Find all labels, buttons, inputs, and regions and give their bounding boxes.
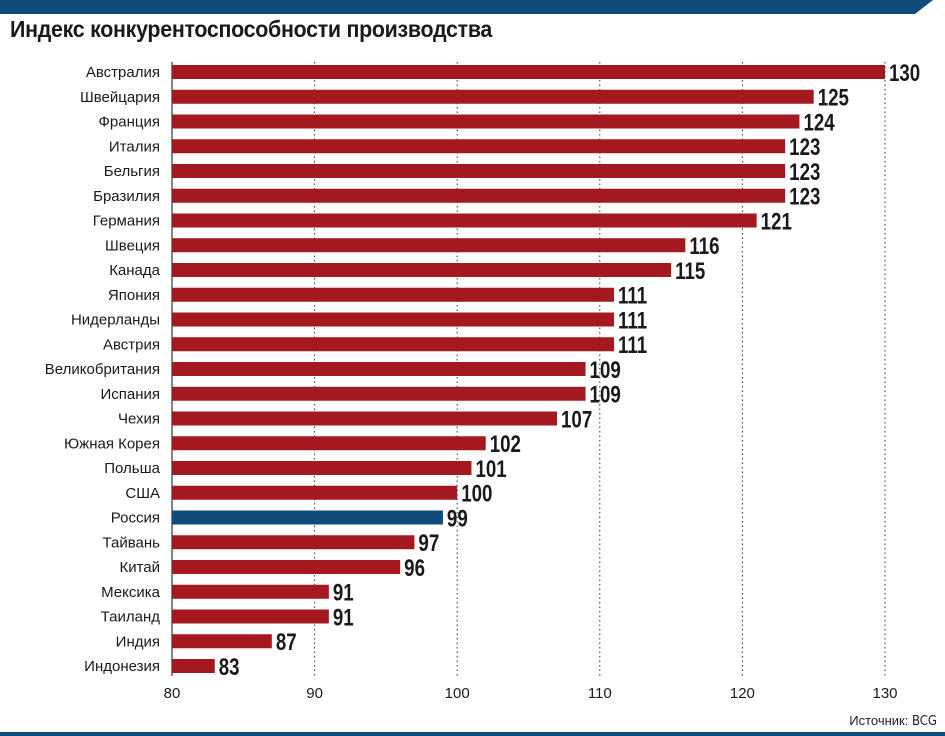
value-label: 123 [789, 184, 820, 211]
bar [172, 287, 615, 302]
bar [172, 609, 329, 624]
category-labels: Австралия Швейцария Франция Италия Бельгия Бр… [45, 64, 161, 675]
value-label: 123 [789, 159, 820, 186]
value-label: 109 [590, 357, 621, 384]
value-label: 102 [490, 431, 521, 458]
category-label: Индия [116, 633, 160, 650]
category-label: Великобритания [45, 361, 160, 378]
value-label: 96 [404, 555, 425, 582]
category-label: Чехия [118, 411, 160, 428]
value-label: 100 [461, 481, 492, 508]
category-label: Швейцария [80, 89, 160, 106]
value-label: 99 [447, 505, 468, 532]
category-label: Индонезия [84, 658, 160, 675]
category-label: Испания [100, 386, 160, 403]
category-label: Швеция [105, 237, 160, 254]
bar [172, 510, 443, 525]
bar [172, 312, 615, 327]
bar [172, 584, 329, 599]
value-label: 130 [889, 60, 920, 87]
value-label: 115 [675, 258, 705, 285]
source-label: Источник: [849, 713, 909, 728]
category-label: США [125, 485, 160, 502]
bar [172, 164, 786, 178]
bar [172, 436, 486, 451]
x-tick-label: 130 [872, 685, 897, 702]
x-tick-label: 90 [306, 685, 323, 702]
chart-title: Индекс конкурентоспособности производств… [10, 16, 493, 42]
x-tick-label: 80 [164, 685, 181, 702]
source-note: Источник: BCG [849, 713, 937, 729]
bar [172, 89, 814, 104]
bar [172, 263, 672, 277]
category-label: Россия [111, 510, 160, 527]
value-label: 111 [618, 307, 647, 334]
bar [172, 485, 458, 500]
category-label: Южная Корея [64, 435, 160, 452]
category-label: Германия [93, 213, 160, 230]
source-value: BCG [911, 714, 937, 729]
x-axis-ticks: 80 90 100 110 120 130 [164, 685, 898, 702]
value-label: 111 [618, 332, 647, 359]
bar [172, 238, 686, 253]
bar [172, 411, 558, 426]
category-label: Бразилия [93, 188, 160, 205]
value-label: 111 [618, 283, 647, 310]
value-label: 101 [475, 456, 506, 483]
x-tick-label: 110 [588, 685, 612, 702]
value-label: 107 [561, 406, 592, 433]
bars [172, 65, 885, 673]
category-label: Тайвань [103, 534, 161, 551]
bar [172, 65, 885, 79]
bar [172, 386, 586, 401]
bar [172, 139, 786, 154]
value-label: 123 [789, 134, 820, 161]
bar [172, 560, 401, 574]
category-label: Австралия [86, 64, 160, 81]
value-label: 97 [418, 530, 439, 557]
bar [172, 659, 215, 673]
footer-bar [0, 732, 945, 736]
bar [172, 461, 472, 475]
value-label: 109 [590, 382, 621, 409]
value-label: 124 [803, 109, 834, 136]
category-label: Нидерланды [71, 312, 160, 329]
value-labels: 1301251241231231231211161151111111111091… [219, 60, 920, 681]
bar [172, 188, 786, 203]
category-label: Франция [99, 114, 160, 131]
category-label: Бельгия [104, 163, 160, 180]
bar [172, 634, 272, 649]
value-label: 91 [333, 604, 354, 631]
category-label: Австрия [103, 336, 160, 353]
bar [172, 213, 757, 228]
category-label: Польша [104, 460, 160, 477]
bar [172, 535, 415, 550]
x-tick-label: 100 [445, 685, 470, 702]
x-tick-label: 120 [730, 685, 755, 702]
value-label: 83 [219, 654, 240, 681]
category-label: Италия [109, 138, 160, 155]
category-label: Япония [108, 287, 160, 304]
bar [172, 114, 800, 129]
value-label: 87 [276, 629, 297, 656]
header-bar [0, 0, 945, 14]
category-label: Таиланд [101, 609, 161, 626]
category-label: Канада [109, 262, 160, 279]
category-label: Мексика [101, 584, 161, 601]
bar [172, 362, 586, 376]
category-label: Китай [119, 559, 160, 576]
value-label: 121 [761, 208, 792, 235]
value-label: 125 [818, 85, 849, 112]
value-label: 91 [333, 580, 354, 607]
value-label: 116 [689, 233, 719, 260]
bar [172, 337, 615, 352]
